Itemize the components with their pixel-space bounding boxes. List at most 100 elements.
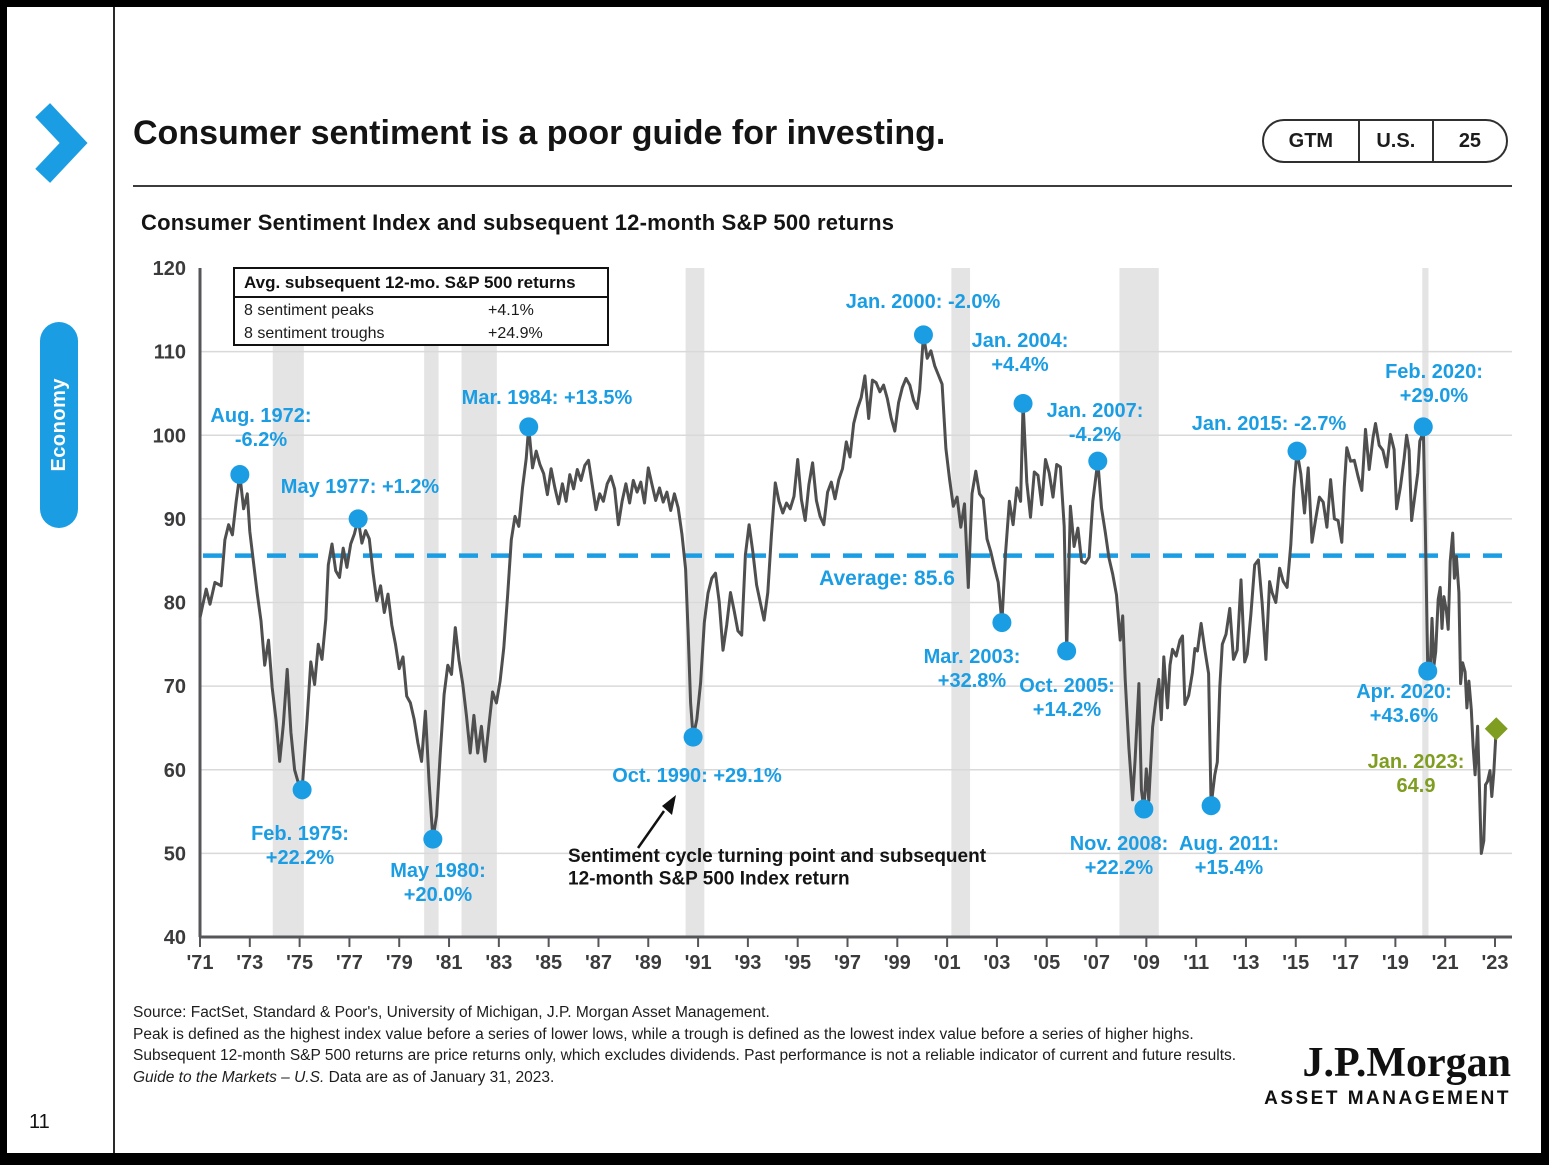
chart-legend-box: Avg. subsequent 12-mo. S&P 500 returns 8… (233, 267, 609, 346)
peak-circle-marker (1287, 441, 1307, 461)
x-tick-label: '23 (1481, 952, 1508, 974)
annotations: Aug. 1972:-6.2% May 1977: +1.2% Feb. 1975:… (210, 291, 1508, 906)
peak-circle-marker (230, 465, 250, 485)
peak-circle-marker (1413, 417, 1433, 437)
x-tick-label: '71 (186, 952, 213, 974)
annotation-label: May 1977: +1.2% (281, 476, 440, 498)
sidebar-tab-economy[interactable]: Economy (40, 322, 78, 528)
annotation-label: +32.8% (938, 670, 1007, 692)
x-tick-label: '87 (585, 952, 612, 974)
trough-circle-marker (1134, 799, 1154, 819)
legend-row-troughs: 8 sentiment troughs +24.9% (235, 321, 607, 344)
x-tick-label: '79 (386, 952, 413, 974)
legend-label: 8 sentiment peaks (244, 302, 374, 319)
source-line: Source: FactSet, Standard & Poor's, Univ… (133, 1004, 770, 1021)
jpmorgan-wordmark: J.P.Morgan (1302, 1040, 1511, 1086)
gridlines (200, 350, 1512, 855)
x-tick-label: '77 (336, 952, 363, 974)
annotation-label: Jan. 2015: -2.7% (1192, 413, 1347, 435)
annotation-label: -6.2% (235, 429, 287, 451)
x-tick-label: '15 (1282, 952, 1309, 974)
source-line: Subsequent 12-month S&P 500 returns are … (133, 1047, 1237, 1064)
y-tick-label: 100 (153, 425, 186, 447)
axes: '71 '73 '75 '77 '79 '81 '83 '85 '87 '89 '91 '93 '95 '… (153, 258, 1512, 974)
x-tick-label: '11 (1183, 952, 1209, 974)
gtm-badge-page: 25 (1431, 121, 1506, 161)
x-tick-label: '01 (934, 952, 961, 974)
x-tick-label: '75 (286, 952, 313, 974)
annotation-label: Nov. 2008: (1070, 833, 1169, 855)
peak-circle-marker (913, 325, 933, 345)
sidebar-tab-label: Economy (47, 378, 70, 472)
source-line: Guide to the Markets – U.S. Data are as … (133, 1068, 555, 1086)
gtm-badge-region: U.S. (1357, 121, 1432, 161)
chevron-right-icon (35, 103, 88, 183)
annotation-label: Jan. 2023: (1368, 751, 1465, 773)
chart-heading: Consumer Sentiment Index and subsequent … (141, 210, 895, 235)
x-tick-label: '97 (834, 952, 861, 974)
trough-circle-marker (423, 829, 443, 849)
annotation-label: +20.0% (404, 884, 473, 906)
legend-row-peaks: 8 sentiment peaks +4.1% (235, 298, 607, 321)
annotation-label: Feb. 1975: (251, 823, 349, 845)
annotation-label: Apr. 2020: (1356, 681, 1452, 703)
x-tick-label: '03 (983, 952, 1010, 974)
x-tick-label: '09 (1133, 952, 1160, 974)
trough-circle-marker (992, 613, 1012, 633)
x-tick-label: '95 (784, 952, 811, 974)
peak-circle-marker (1013, 393, 1033, 413)
average-label: Average: 85.6 (819, 567, 955, 590)
x-tick-label: '05 (1033, 952, 1060, 974)
y-tick-label: 70 (164, 676, 186, 698)
annotation-label: 64.9 (1397, 775, 1436, 797)
peak-circle-marker (519, 417, 539, 437)
x-tick-label: '73 (236, 952, 263, 974)
x-tick-label: '13 (1232, 952, 1259, 974)
callout-text: 12-month S&P 500 Index return (568, 869, 850, 890)
annotation-label: +43.6% (1370, 705, 1439, 727)
y-tick-label: 60 (164, 760, 186, 782)
gtm-badge: GTM U.S. 25 (1262, 119, 1508, 163)
page-number: 11 (29, 1111, 50, 1133)
legend-label: 8 sentiment troughs (244, 325, 385, 342)
source-line: Peak is defined as the highest index val… (133, 1025, 1194, 1043)
annotation-label: Mar. 2003: (924, 646, 1021, 668)
y-tick-label: 110 (154, 342, 186, 364)
annotation-label: +14.2% (1033, 699, 1102, 721)
gtm-badge-gtm: GTM (1288, 129, 1334, 152)
x-tick-label: '89 (635, 952, 662, 974)
header-rule (133, 185, 1512, 187)
sentiment-chart: Average: 85.6 '71 '73 '75 '77 '79 '81 '83 '85 '87… (153, 258, 1512, 974)
annotation-label: Oct. 1990: +29.1% (612, 765, 782, 787)
annotation-label: May 1980: (390, 860, 486, 882)
annotation-label: -4.2% (1069, 424, 1121, 446)
trough-circle-marker (1057, 641, 1077, 661)
annotation-label: Jan. 2004: (972, 330, 1069, 352)
y-tick-label: 80 (164, 593, 186, 615)
annotation-label: Mar. 1984: +13.5% (462, 387, 633, 409)
current-value-diamond-marker (1484, 717, 1508, 741)
peak-circle-marker (1088, 451, 1108, 471)
trough-circle-marker (292, 780, 312, 800)
y-tick-label: 120 (153, 258, 186, 280)
x-tick-label: '85 (535, 952, 562, 974)
annotation-label: +22.2% (266, 847, 335, 869)
legend-value: +24.9% (488, 325, 543, 342)
x-tick-label: '21 (1432, 952, 1459, 974)
trough-circle-marker (683, 727, 703, 747)
y-tick-label: 90 (164, 509, 186, 531)
source-note: Source: FactSet, Standard & Poor's, Univ… (133, 1002, 1236, 1088)
annotation-label: Oct. 2005: (1019, 675, 1115, 697)
trough-circle-marker (1201, 796, 1221, 816)
chart-area: Average: 85.6 '71 '73 '75 '77 '79 '81 '83 '85 '87… (140, 255, 1535, 990)
sentiment-line-series (198, 333, 1498, 855)
y-tick-label: 50 (164, 843, 186, 865)
slide: Economy 11 Consumer sentiment is a poor … (7, 7, 1541, 1153)
x-tick-label: '99 (884, 952, 911, 974)
asset-management-wordmark: ASSET MANAGEMENT (1264, 1088, 1511, 1109)
x-tick-label: '19 (1382, 952, 1409, 974)
legend-value: +4.1% (488, 302, 534, 319)
annotation-label: Aug. 2011: (1179, 833, 1279, 855)
annotation-label: +29.0% (1400, 385, 1469, 407)
annotation-label: +22.2% (1085, 857, 1154, 879)
